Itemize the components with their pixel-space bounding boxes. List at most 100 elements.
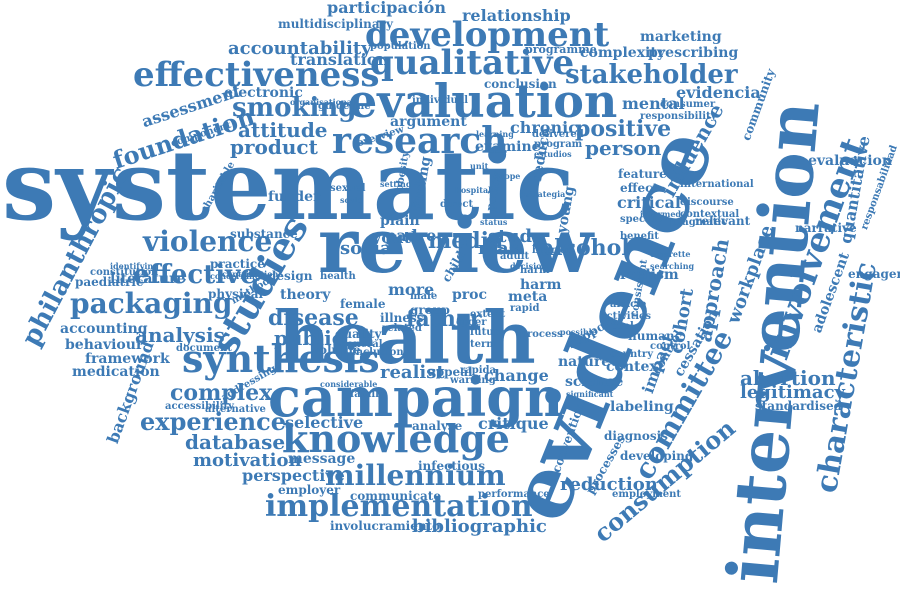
word-considerable: considerable <box>320 379 378 389</box>
word-rapida: rapida <box>460 365 497 376</box>
word-packaging: packaging <box>70 287 233 320</box>
word-health: health <box>278 295 536 380</box>
word-relevant: relevant <box>695 214 751 228</box>
word-programme: programme <box>525 43 597 56</box>
word-qualitative: qualitative <box>370 43 575 83</box>
word-related: related <box>382 323 422 334</box>
word-mas: mas <box>478 238 519 259</box>
word-attitude: attitude <box>238 118 328 142</box>
word-realist: realist <box>380 362 445 383</box>
word-scope: scope <box>495 171 521 181</box>
word-examine: examine <box>475 139 541 155</box>
word-barrier: barrier <box>532 245 572 256</box>
word-relationship: relationship <box>462 6 571 25</box>
word-employment: employment <box>612 489 682 500</box>
word-argument: argument <box>390 114 467 130</box>
word-unit: unit <box>470 161 489 171</box>
word-positive: positive <box>575 116 672 142</box>
word-complex: complex <box>170 380 273 406</box>
word-evaluation: evaluation <box>348 74 618 128</box>
word-constitution: constitution <box>90 267 159 278</box>
word-contextual: contextual <box>680 209 740 220</box>
word-effective: effective <box>133 260 257 290</box>
word-reduction: reduction <box>560 474 658 495</box>
word-harm-2: harm <box>520 265 550 276</box>
word-practice: practice <box>210 257 265 271</box>
word-program: program <box>534 139 583 150</box>
word-term: term <box>470 339 497 350</box>
word-engagement: engagement <box>848 267 900 281</box>
word-health-2: health <box>320 271 356 282</box>
word-medication: medication <box>72 364 160 380</box>
word-feature: feature <box>618 167 667 181</box>
word-plain: plain <box>380 213 420 229</box>
word-message: message <box>288 451 356 467</box>
word-direct: direct <box>440 199 474 210</box>
word-padre: padre <box>385 226 437 245</box>
word-organisational: organisational <box>290 97 355 107</box>
word-analyse: analyse <box>412 419 463 433</box>
word-public: public <box>274 326 344 350</box>
word-mental: mental <box>622 94 685 113</box>
word-setting: setting <box>380 179 412 189</box>
word-involucramiento: involucramiento <box>330 519 441 533</box>
word-research: research <box>332 120 508 162</box>
word-change: change <box>484 366 549 385</box>
word-perspective: perspective <box>242 466 345 485</box>
word-alternative: alternative <box>205 404 266 415</box>
word-benefit: benefit <box>620 231 659 242</box>
word-document: document <box>176 343 232 354</box>
word-stakeholder: stakeholder <box>565 60 738 90</box>
word-population: population <box>370 41 431 52</box>
word-status: status <box>480 217 508 227</box>
word-male: male <box>410 291 438 302</box>
word-control-2: control <box>650 341 691 352</box>
word-group: group <box>410 303 450 317</box>
word-specific: specific <box>620 214 663 225</box>
word-volume: volume <box>312 343 361 357</box>
word-synthesis: synthesis <box>182 336 380 381</box>
word-meta: meta <box>508 289 548 305</box>
word-significant: significant <box>566 389 614 399</box>
word-person: person <box>585 136 662 160</box>
word-individual: individual <box>412 95 469 106</box>
word-evaluacion: evaluacion <box>808 153 893 169</box>
word-prescribing: prescribing <box>648 45 739 61</box>
word-critical: critical <box>617 193 681 212</box>
word-accountability: accountability <box>228 38 372 59</box>
word-informed: informed <box>640 209 681 219</box>
word-proc: proc <box>452 287 488 303</box>
word-rapid: rapid <box>510 303 540 314</box>
word-decision: decision <box>510 261 548 271</box>
word-article: article <box>610 299 647 310</box>
word-millennium: millennium <box>325 459 506 492</box>
word-development: development <box>365 15 610 55</box>
word-developing: developing <box>620 449 694 463</box>
word-possible: possible <box>560 327 597 337</box>
word-implementation: implementation <box>265 489 533 524</box>
word-complexity: complexity <box>580 45 665 61</box>
word-nature: nature <box>558 354 611 370</box>
word-employer: employer <box>278 483 341 497</box>
word-father: father <box>406 306 482 332</box>
word-responsibility: responsibility <box>640 111 717 122</box>
word-review: review <box>318 201 594 290</box>
word-chronic: chronic <box>510 118 578 137</box>
word-family: family <box>350 389 385 400</box>
word-discourse: discourse <box>680 197 734 208</box>
word-sexual: sexual <box>330 183 366 194</box>
word-adult: adult <box>500 251 530 262</box>
word-experience: experience <box>140 407 286 436</box>
word-legitimacy: legitimacy <box>740 382 845 403</box>
word-campaign: campaign <box>268 365 564 429</box>
word-general: general <box>340 339 383 350</box>
word-literature: literature <box>110 271 186 287</box>
word-communicate: communicate <box>350 489 441 503</box>
word-theory: theory <box>280 287 331 303</box>
word-warning: warning <box>450 375 496 386</box>
word-product: product <box>230 135 318 159</box>
word-smoking: smoking <box>232 93 357 123</box>
word-quality: quality <box>335 327 382 341</box>
word-inclusion: inclusion <box>352 347 404 358</box>
word-concerning: concerning <box>210 271 261 281</box>
